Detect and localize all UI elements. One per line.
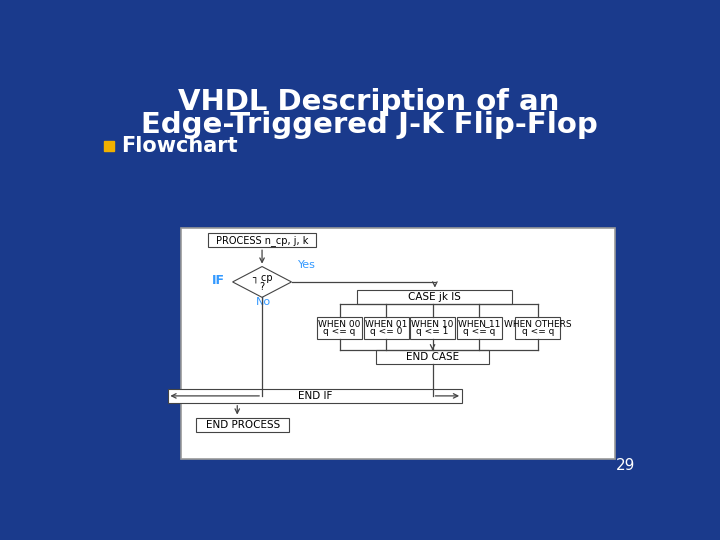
Text: 29: 29 — [616, 458, 636, 473]
Text: q <= q: q <= q — [522, 327, 554, 336]
Text: q <= 0: q <= 0 — [370, 327, 402, 336]
FancyBboxPatch shape — [410, 318, 455, 339]
Bar — [104, 141, 114, 151]
FancyBboxPatch shape — [516, 318, 560, 339]
Text: ?: ? — [259, 281, 265, 292]
Text: q <= q: q <= q — [323, 327, 356, 336]
Text: VHDL Description of an: VHDL Description of an — [179, 88, 559, 116]
Text: ┐ cp: ┐ cp — [252, 273, 272, 283]
FancyBboxPatch shape — [364, 318, 408, 339]
FancyBboxPatch shape — [317, 318, 362, 339]
Text: IF: IF — [212, 274, 225, 287]
FancyBboxPatch shape — [181, 228, 616, 459]
Text: WHEN 00: WHEN 00 — [318, 320, 361, 329]
Text: WHEN 11: WHEN 11 — [458, 320, 500, 329]
Text: WHEN OTHERS: WHEN OTHERS — [504, 320, 572, 329]
FancyBboxPatch shape — [357, 291, 513, 304]
Text: END PROCESS: END PROCESS — [205, 420, 280, 430]
Text: CASE jk IS: CASE jk IS — [408, 292, 462, 302]
FancyBboxPatch shape — [377, 350, 489, 365]
Text: Flowchart: Flowchart — [121, 137, 238, 157]
Text: q <= 1: q <= 1 — [416, 327, 449, 336]
Text: q <= ̅q: q <= ̅q — [463, 327, 495, 336]
Text: PROCESS n_cp, j, k: PROCESS n_cp, j, k — [216, 235, 308, 246]
Text: Edge-Triggered J-K Flip-Flop: Edge-Triggered J-K Flip-Flop — [140, 111, 598, 139]
Text: END CASE: END CASE — [406, 353, 459, 362]
Polygon shape — [233, 267, 292, 298]
FancyBboxPatch shape — [208, 233, 316, 247]
Text: No: No — [256, 297, 271, 307]
FancyBboxPatch shape — [456, 318, 502, 339]
Text: WHEN 10: WHEN 10 — [411, 320, 454, 329]
Text: END IF: END IF — [297, 391, 332, 401]
FancyBboxPatch shape — [168, 389, 462, 403]
Text: WHEN 01: WHEN 01 — [365, 320, 408, 329]
FancyBboxPatch shape — [196, 418, 289, 432]
Text: Yes: Yes — [299, 260, 316, 270]
